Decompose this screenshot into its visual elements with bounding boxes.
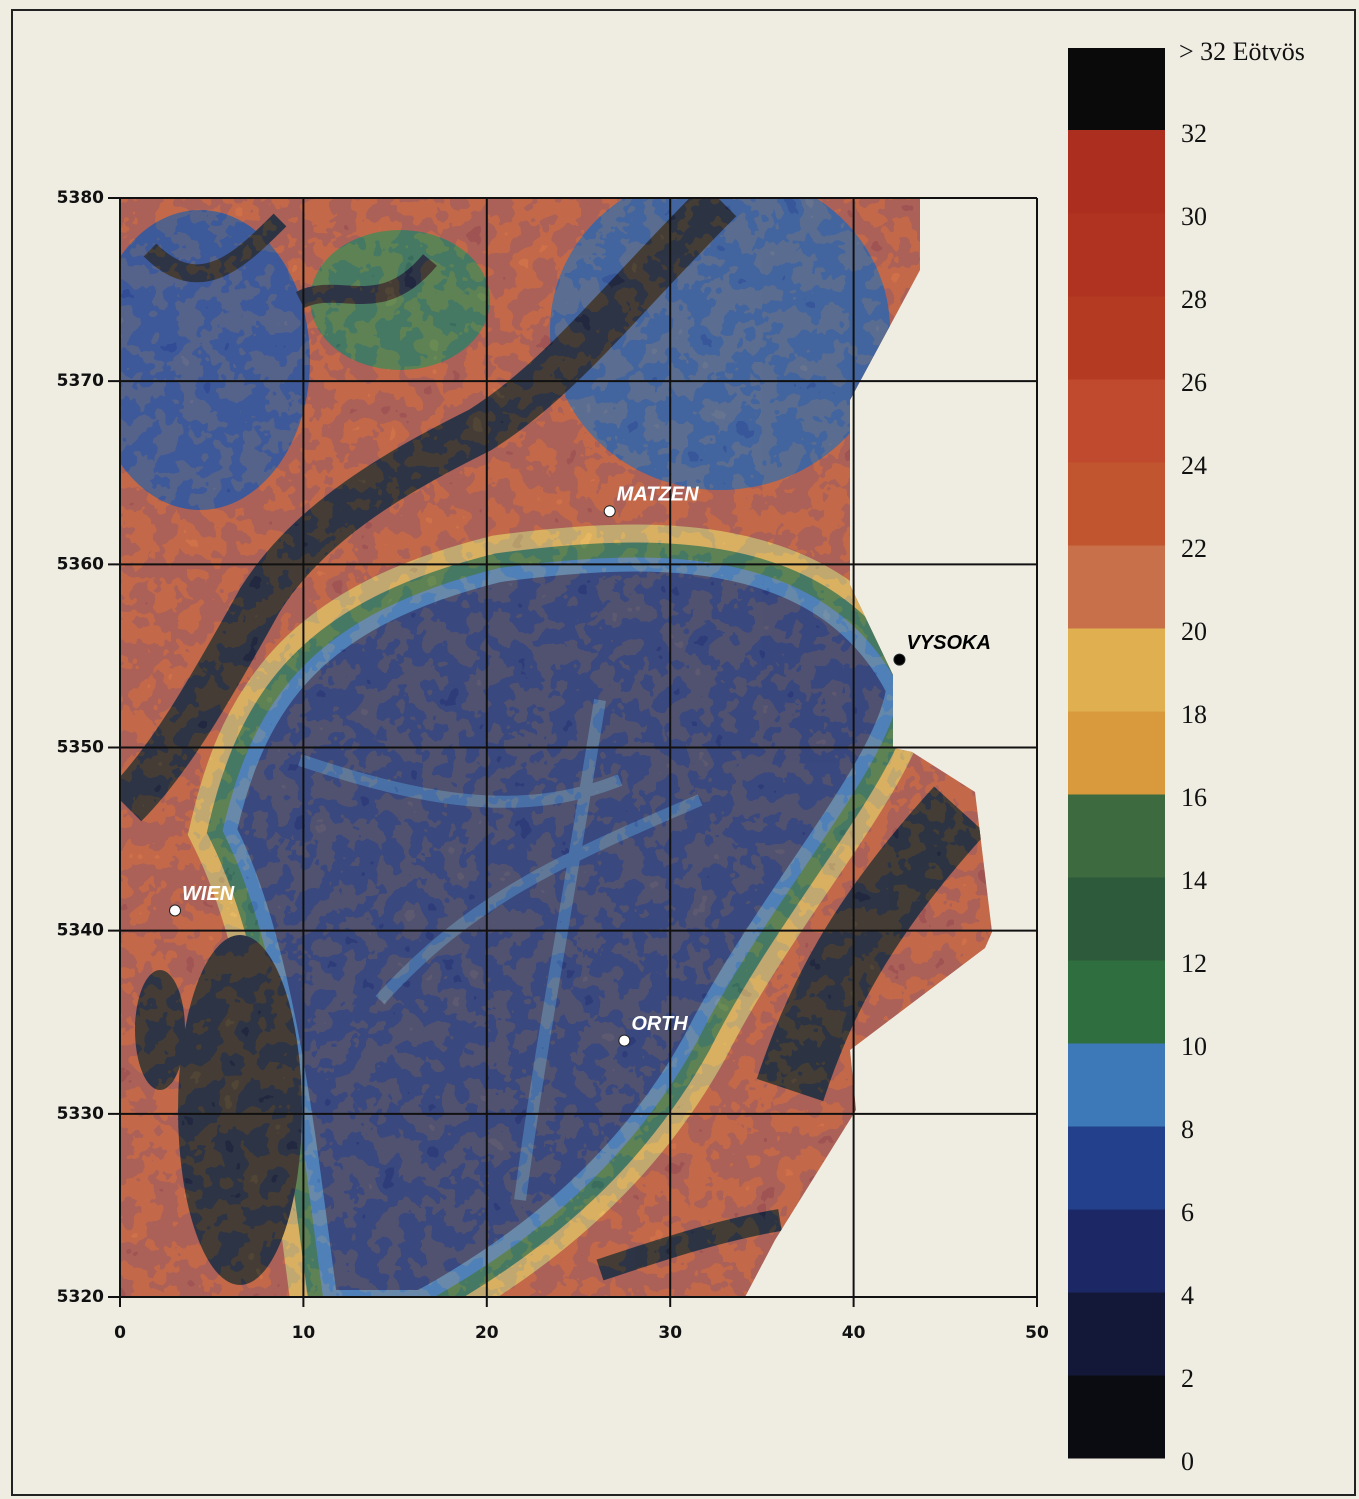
colorbar-bin [1068, 462, 1165, 546]
colorbar-bin [1068, 628, 1165, 712]
place-label: ORTH [631, 1013, 688, 1035]
colorbar-tick-label: 30 [1181, 202, 1207, 231]
colorbar-bin [1068, 296, 1165, 380]
y-tick-label: 5320 [57, 1287, 104, 1307]
place-marker [169, 904, 182, 917]
colorbar-tick-label: 16 [1181, 783, 1207, 812]
x-tick-label: 10 [292, 1323, 316, 1343]
colorbar-tick-label: 14 [1181, 866, 1207, 895]
colorbar-tick-label: 10 [1181, 1032, 1207, 1061]
colorbar-bin [1068, 960, 1165, 1044]
colorbar-bin [1068, 130, 1165, 214]
colorbar-tick-label: 6 [1181, 1198, 1194, 1227]
place-label: MATZEN [617, 483, 699, 505]
colorbar-bin [1068, 794, 1165, 878]
y-tick-label: 5370 [57, 371, 104, 391]
y-tick-label: 5340 [57, 921, 104, 941]
colorbar-tick-label: 32 [1181, 119, 1207, 148]
colorbar-tick-label: 0 [1181, 1447, 1194, 1476]
colorbar-bin [1068, 1375, 1165, 1459]
colorbar-tick-label: 2 [1181, 1364, 1194, 1393]
colorbar-tick-label: 8 [1181, 1115, 1194, 1144]
colorbar-bin [1068, 877, 1165, 961]
place-label: VYSOKA [906, 632, 990, 654]
y-tick-label: 5380 [57, 188, 104, 208]
colorbar-tick-label: 24 [1181, 451, 1207, 480]
colorbar-bin [1068, 379, 1165, 463]
labels: 0 10 20 30 40 505320533053405350536053705380M… [57, 37, 1305, 1476]
colorbar-bin [1068, 1292, 1165, 1376]
y-tick-label: 5330 [57, 1104, 104, 1124]
colorbar-tick-label: 18 [1181, 700, 1207, 729]
y-tick-label: 5350 [57, 738, 104, 758]
colorbar-bin [1068, 213, 1165, 297]
colorbar-bin [1068, 1209, 1165, 1293]
x-tick-label: 30 [658, 1323, 682, 1343]
colorbar-tick-label: 12 [1181, 949, 1207, 978]
place-label: WIEN [182, 883, 235, 905]
colorbar-bin [1068, 1043, 1165, 1127]
x-tick-label: 0 [114, 1323, 126, 1343]
grid [108, 197, 1038, 1307]
anomaly-field [120, 198, 992, 1297]
x-tick-label: 50 [1025, 1323, 1049, 1343]
y-tick-label: 5360 [57, 554, 104, 574]
x-tick-label: 40 [842, 1323, 866, 1343]
colorbar-over-bin [1068, 48, 1165, 130]
frame [11, 9, 1356, 1496]
colorbar-bin [1068, 711, 1165, 795]
place-marker [603, 505, 616, 518]
x-tick-label: 20 [475, 1323, 499, 1343]
colorbar-tick-label: 26 [1181, 368, 1207, 397]
colorbar-bin [1068, 1126, 1165, 1210]
colorbar-tick-label: 20 [1181, 617, 1207, 646]
place-marker [893, 653, 906, 666]
colorbar-tick-label: 22 [1181, 534, 1207, 563]
colorbar-title: > 32 Eötvös [1179, 37, 1305, 66]
colorbar-tick-label: 28 [1181, 285, 1207, 314]
colorbar-tick-label: 4 [1181, 1281, 1194, 1310]
colorbar-bin [1068, 545, 1165, 629]
place-marker [618, 1034, 631, 1047]
